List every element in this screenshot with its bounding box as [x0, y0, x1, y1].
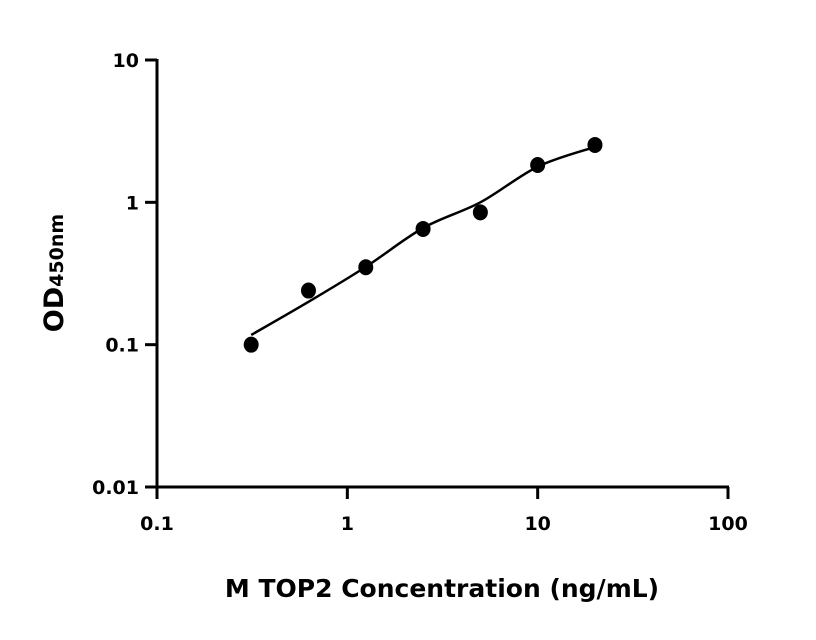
- x-tick-label: 0.1: [140, 513, 174, 535]
- data-point: [530, 156, 546, 173]
- x-axis-label: M TOP2 Concentration (ng/mL): [225, 574, 659, 603]
- y-tick-label: 10: [113, 50, 139, 72]
- y-axis-label: OD450nm: [39, 214, 70, 332]
- y-axis-label-subscript: 450nm: [46, 214, 68, 287]
- data-point: [587, 136, 603, 153]
- y-tick-label: 0.1: [105, 335, 139, 357]
- x-ticks: 0.1 1 10 100: [140, 487, 748, 535]
- data-points: [243, 136, 603, 353]
- y-tick-label: 0.01: [92, 477, 139, 499]
- y-tick-label: 1: [126, 192, 139, 214]
- data-point: [415, 220, 431, 237]
- data-point: [472, 204, 488, 221]
- x-tick-label: 1: [341, 513, 354, 535]
- x-tick-label: 100: [708, 513, 748, 535]
- fitted-curve: [250, 145, 596, 337]
- y-axis-label-main: OD: [39, 287, 70, 332]
- data-point: [243, 336, 259, 353]
- data-point: [300, 282, 316, 299]
- x-tick-label: 10: [524, 513, 550, 535]
- data-point: [358, 259, 374, 276]
- y-ticks: 0.01 0.1 1 10: [92, 50, 157, 499]
- axes: [155, 59, 729, 489]
